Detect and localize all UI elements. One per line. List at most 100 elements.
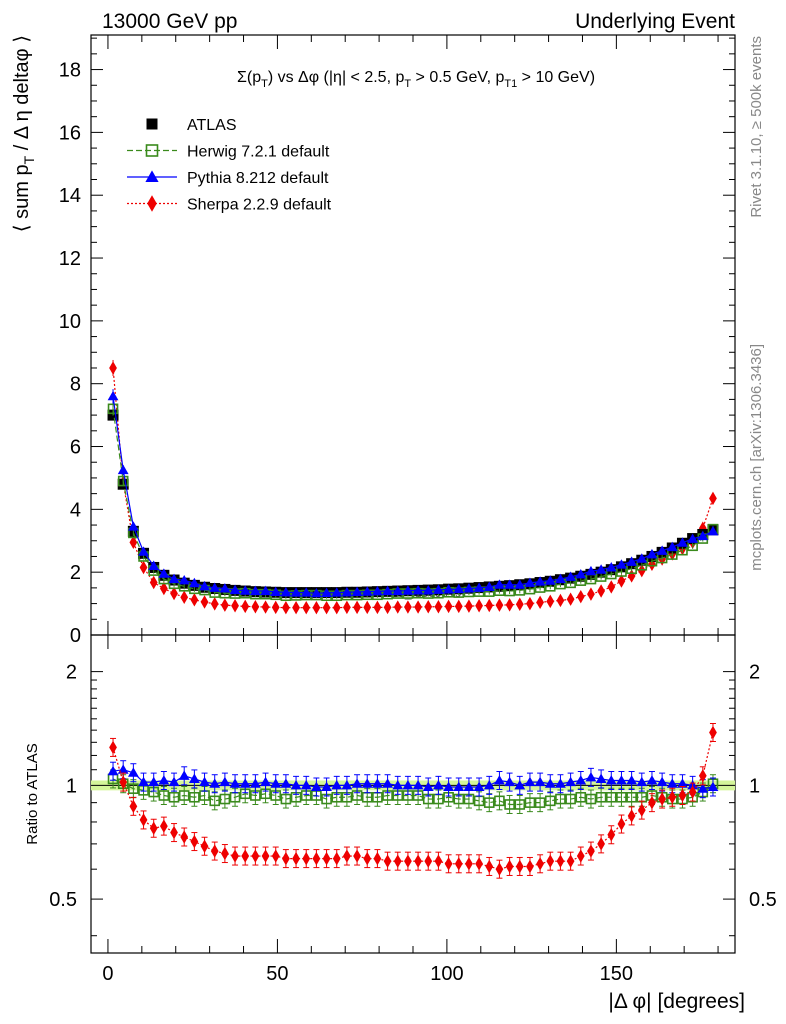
pythia-ratio-marker [422,781,434,792]
pythia-marker [219,583,231,593]
pythia-marker [656,545,668,555]
pythia-ratio-marker [636,776,648,787]
pythia-marker [697,530,709,541]
legend-atlas-marker [146,118,158,130]
pythia-marker [158,568,170,578]
sherpa-marker [576,589,585,604]
sherpa-ratio-marker [576,849,585,863]
pythia-ratio-marker [168,776,180,787]
pythia-marker [707,525,719,536]
sherpa-ratio-marker [383,854,392,868]
sherpa-ratio-marker [709,725,717,740]
main-y-axis-label: ⟨ sum pT / Δ η deltaφ ⟩ [11,35,37,232]
sherpa-ratio-marker [373,851,382,866]
sherpa-ratio-marker [271,849,280,863]
pythia-ratio-marker [646,775,658,785]
sherpa-marker [210,597,219,611]
sherpa-marker [414,600,422,614]
x-tick-label: 150 [600,963,633,985]
sherpa-marker [404,600,412,614]
sherpa-ratio-marker [444,857,453,871]
pythia-marker [117,464,129,475]
pythia-marker [107,390,119,401]
header-left: 13000 GeV pp [102,10,237,33]
pythia-marker [138,546,149,556]
sherpa-ratio-marker [566,854,575,868]
pythia-marker [575,568,587,579]
sherpa-ratio-marker [465,857,473,871]
sherpa-ratio-marker [617,817,626,831]
sherpa-marker [343,600,351,615]
pythia-ratio-marker [249,778,261,788]
pythia-ratio-marker [209,778,221,788]
sherpa-ratio-marker [129,799,138,814]
sherpa-ratio-marker [454,857,463,871]
main-y-tick-label: 2 [70,562,81,584]
pythia-ratio-marker [697,783,709,793]
pythia-ratio-marker [117,764,129,774]
sherpa-ratio-marker [678,788,687,803]
sherpa-ratio-marker [322,851,331,866]
pythia-marker [605,562,617,572]
sherpa-marker [180,590,189,605]
sherpa-marker [597,584,605,598]
pythia-ratio-marker [504,776,515,787]
pythia-marker [666,541,678,552]
sherpa-marker [129,535,138,550]
sherpa-marker [556,593,565,608]
pythia-marker [239,585,251,595]
pythia-ratio-marker [382,778,393,788]
sherpa-ratio-marker [210,844,219,858]
sherpa-ratio-marker [119,775,128,789]
pythia-ratio-marker [626,775,638,785]
pythia-marker [300,587,312,597]
pythia-marker [616,559,627,569]
pythia-ratio-marker [321,781,332,792]
sherpa-ratio-marker [536,857,544,871]
pythia-ratio-marker [575,775,587,785]
sherpa-marker [424,600,433,614]
pythia-marker [422,584,434,595]
ratio-y-tick-label: 1 [66,775,77,797]
pythia-marker [341,586,353,597]
pythia-ratio-marker [412,779,424,790]
sherpa-ratio-marker [546,854,555,868]
sherpa-marker [159,581,168,596]
pythia-ratio-marker [656,776,668,787]
pythia-marker [382,585,393,596]
sherpa-marker [261,600,270,614]
sherpa-ratio-marker [241,849,250,863]
pythia-marker [626,556,638,566]
pythia-marker [534,576,546,586]
sherpa-ratio-marker [475,857,483,871]
pythia-ratio-marker [270,778,282,788]
sherpa-marker [302,600,311,615]
sherpa-marker [363,600,372,615]
ratio-y-tick-label: 0.5 [749,889,777,911]
sherpa-ratio-marker [292,851,300,866]
ratio-axes: 0 50 100 150 0.5 0.5 1 1 2 2 [49,635,777,985]
pythia-marker [544,575,556,585]
pythia-marker [565,571,577,581]
pythia-marker [249,585,261,596]
sherpa-marker [434,600,443,614]
sherpa-ratio-marker [170,825,178,840]
legend: ATLAS Herwig 7.2.1 default Pythia 8.212 de… [127,117,332,214]
herwig-ratio-marker [494,795,505,807]
pythia-marker [524,577,536,587]
sherpa-ratio-marker [159,819,168,833]
pythia-marker [453,583,465,594]
header-right: Underlying Event [575,10,735,33]
sherpa-marker [292,600,300,615]
herwig-ratio-marker [128,783,139,794]
legend-pythia-label: Pythia 8.212 default [187,170,329,187]
sherpa-ratio-marker [495,862,504,876]
pythia-marker [677,537,688,547]
sherpa-ratio-marker [343,849,351,863]
sherpa-ratio-marker [556,854,565,868]
sherpa-marker [139,560,148,575]
main-y-tick-label: 12 [59,248,81,270]
herwig-ratio-marker [585,793,597,805]
sherpa-marker [475,599,483,613]
